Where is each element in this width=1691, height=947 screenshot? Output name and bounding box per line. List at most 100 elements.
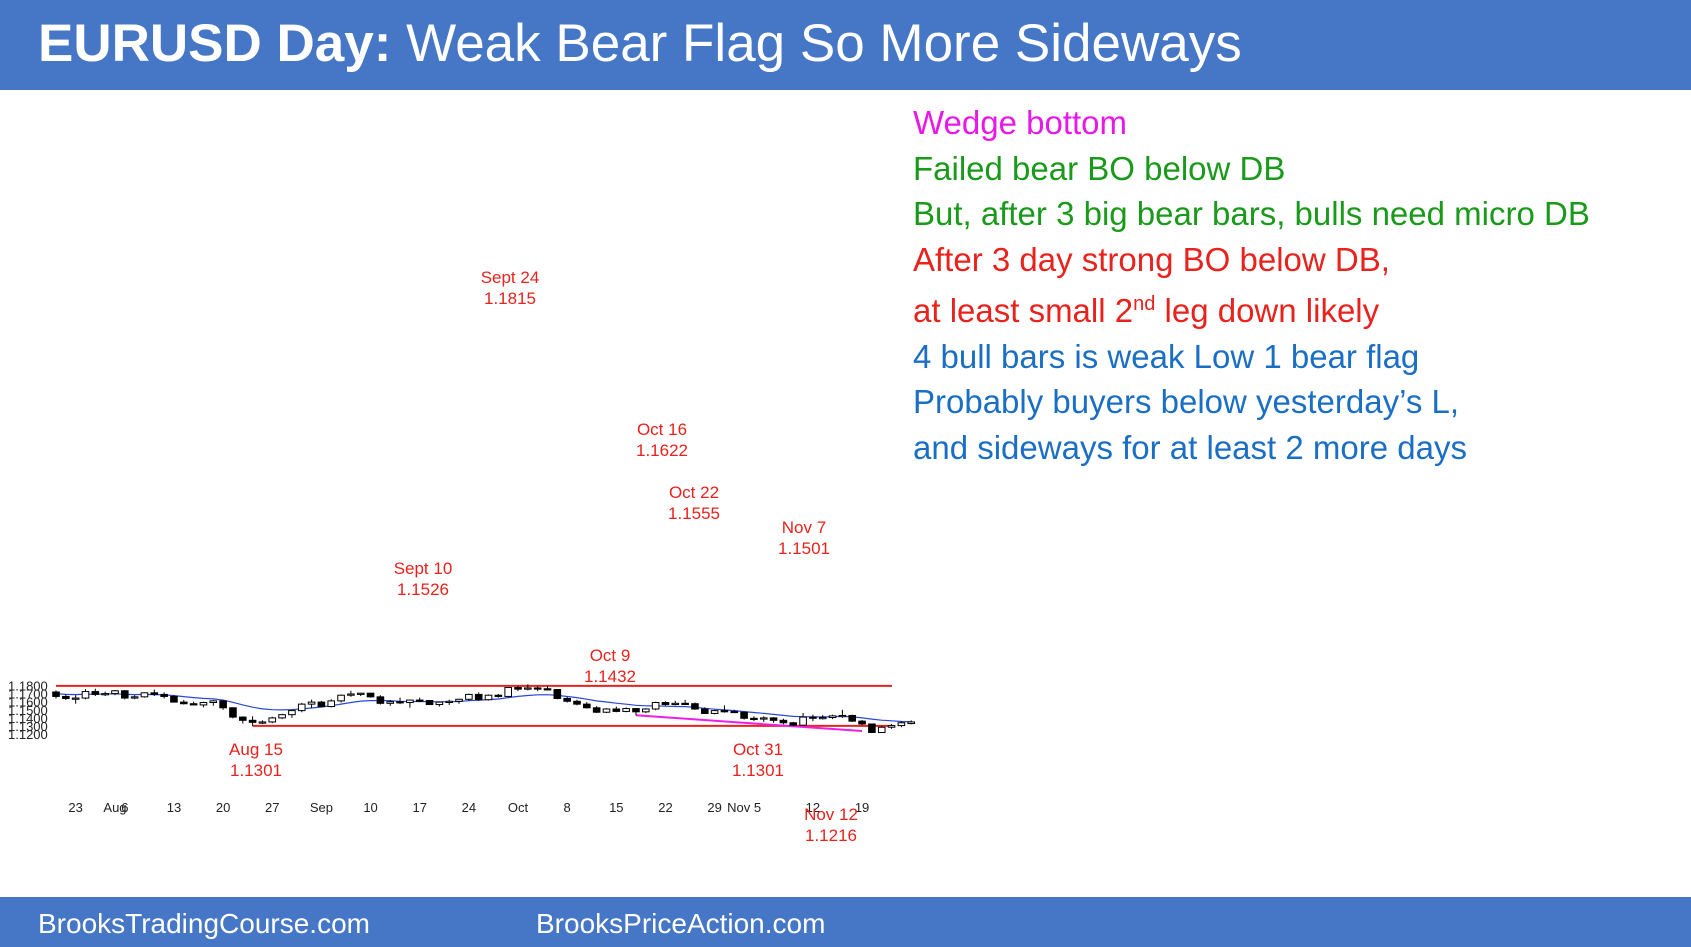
bull-candle [887,725,896,728]
bull-candle [337,694,345,702]
annotation-value: 1.1432 [584,667,636,686]
bull-candle [671,702,680,706]
y-tick-label: 1.1700 [8,687,48,702]
bull-candle [111,690,119,695]
bull-candle [818,716,827,720]
x-tick-label: 8 [564,800,571,815]
x-tick-label: 29 [707,800,721,815]
x-tick-label: 12 [806,800,820,815]
bear-candle [91,691,100,695]
bear-candle [179,701,188,705]
x-tick-label: 19 [855,800,869,815]
bear-candle [858,720,866,725]
bull-candle [642,708,650,713]
bear-candle [730,710,739,714]
bull-candle [356,692,365,695]
x-tick-label: Oct [508,800,529,815]
note-line: But, after 3 big bear bars, bulls need m… [913,195,1590,232]
note-line: Wedge bottom [913,104,1128,141]
x-tick-label: Aug [103,800,126,815]
annotation-value: 1.1555 [668,504,720,523]
x-tick-label: 23 [68,800,82,815]
bear-candle [415,699,424,702]
bear-candle [848,714,857,722]
bear-candle [779,719,788,724]
annotation-label: Oct 31 [733,740,783,759]
bear-candle [474,693,483,701]
bear-candle [366,692,375,698]
bull-candle [435,701,444,706]
bear-candle [700,708,709,714]
bear-candle [583,703,591,709]
y-tick-label: 1.1300 [8,719,48,734]
bear-candle [248,719,257,723]
annotation-value: 1.1501 [778,539,830,558]
commentary-list: Wedge bottom Failed bear BO below DB But, … [913,100,1590,470]
bull-candle [455,698,463,702]
page-title: EURUSD Day: Weak Bear Flag So More Sidew… [38,12,1242,76]
bear-candle [396,701,404,704]
bear-candle [238,716,247,721]
bear-candle [150,692,159,695]
bear-candle [681,702,689,706]
x-tick-label: 10 [363,800,377,815]
bull-candle [386,701,395,704]
bull-candle [297,703,306,712]
footer-banner [0,897,1691,947]
bull-candle [838,714,847,718]
bear-candle [553,689,562,699]
bull-candle [828,715,837,718]
bull-candle [622,708,630,712]
ema-line [55,693,912,723]
annotation-value: 1.1815 [484,289,536,308]
candlestick-chart: 1.12001.13001.14001.15001.16001.17001.18… [8,268,916,845]
bull-candle [71,697,80,700]
footer-left-site: BrooksTradingCourse.com [38,908,370,939]
bull-candle [209,700,218,704]
bull-candle [759,717,768,720]
bull-candle [258,721,267,724]
bear-candle [543,688,552,691]
bull-candle [327,700,336,708]
wedge-line [635,714,863,733]
bear-candle [219,700,227,709]
note-line: 4 bull bars is weak Low 1 bear flag [913,337,1420,375]
x-tick-label: 13 [167,800,181,815]
y-tick-label: 1.1800 [8,679,48,694]
bull-candle [406,699,414,704]
bear-candle [592,707,601,713]
bear-candle [809,716,817,719]
y-tick-label: 1.1600 [8,695,48,710]
annotation-label: Aug 15 [229,740,283,759]
bear-candle [740,711,748,719]
bear-candle [52,691,60,697]
bear-candle [573,700,581,705]
bear-candle [376,696,385,704]
bull-candle [710,710,719,714]
bull-candle [199,702,208,706]
annotation-label: Oct 16 [637,420,687,439]
bear-candle [160,693,168,697]
x-tick-label: Sep [310,800,333,815]
y-tick-label: 1.1500 [8,703,48,718]
bull-candle [307,701,316,705]
bear-candle [170,695,178,703]
bull-candle [445,700,453,703]
annotation-value: 1.1301 [230,761,282,780]
title-bold: EURUSD Day: [38,14,392,73]
note-line: Failed bear BO below DB [913,149,1286,187]
annotation-label: Nov 12 [804,805,858,824]
bull-candle [602,708,611,713]
bull-candle [130,696,139,699]
bull-candle [484,694,493,701]
bear-candle [632,708,640,713]
x-tick-label: 17 [412,800,426,815]
bear-candle [769,717,778,721]
bear-candle [563,697,571,702]
bull-candle [897,722,906,727]
bull-candle [268,717,277,723]
note-line: After 3 day strong BO below DB, [913,240,1390,278]
bear-candle [691,703,699,710]
bull-candle [288,710,296,716]
annotation-value: 1.1622 [636,441,688,460]
